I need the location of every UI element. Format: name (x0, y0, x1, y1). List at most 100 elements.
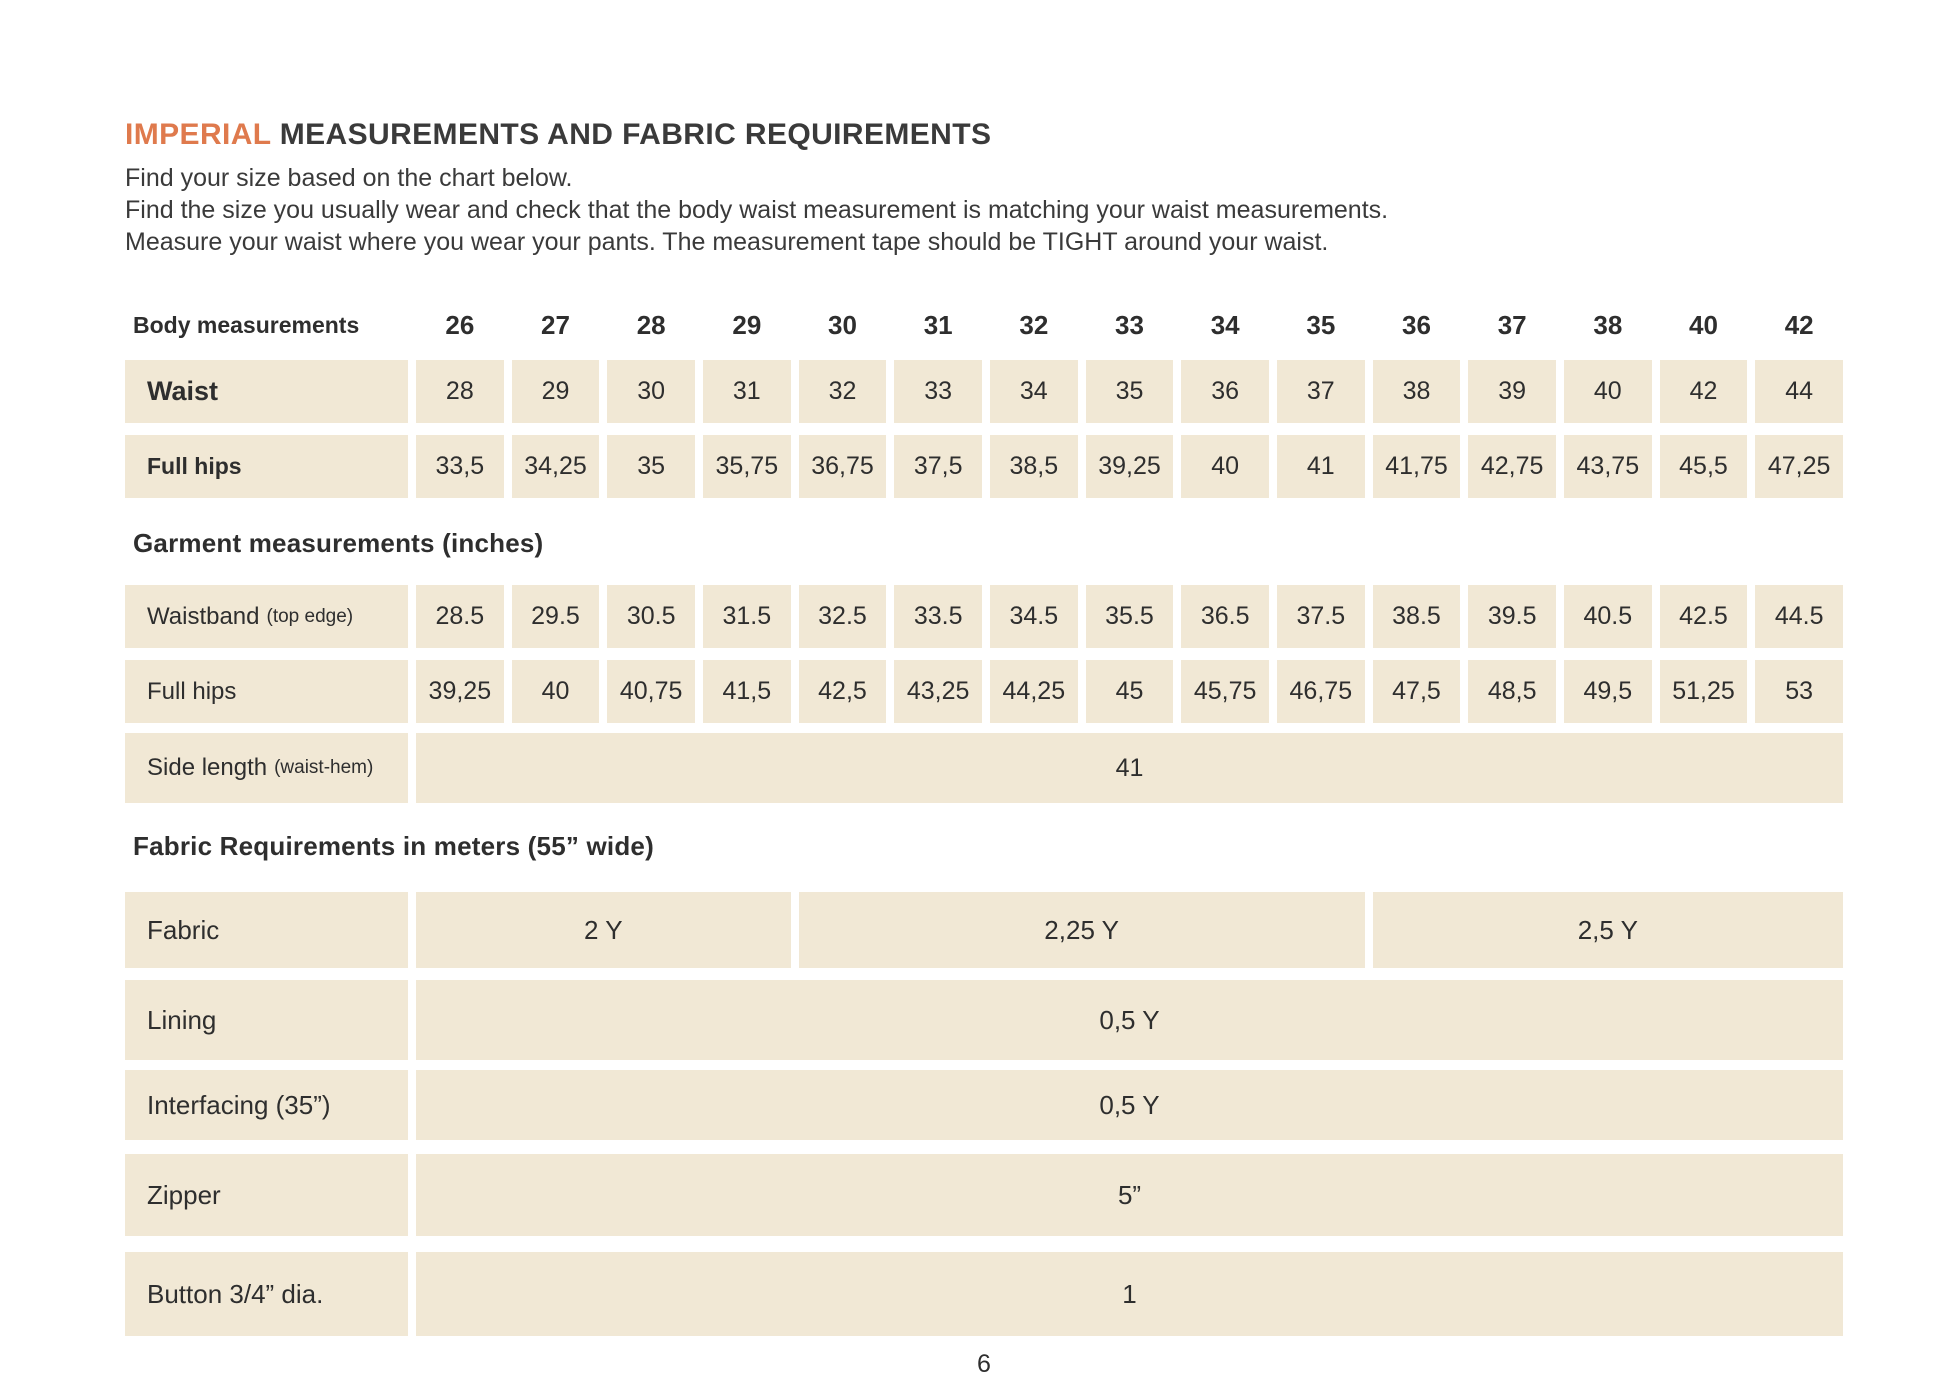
button-row: Button 3/4” dia. 1 (125, 1252, 1843, 1336)
page-title: IMPERIAL MEASUREMENTS AND FABRIC REQUIRE… (125, 118, 1843, 152)
waist-value: 29 (511, 360, 600, 423)
zipper-row: Zipper 5” (125, 1154, 1843, 1236)
body-full-hips-label: Full hips (125, 435, 408, 498)
body-full-hips-value: 36,75 (798, 435, 887, 498)
waist-value: 32 (798, 360, 887, 423)
size-col: 26 (445, 309, 475, 340)
waist-value: 44 (1755, 360, 1843, 423)
waist-value: 37 (1276, 360, 1365, 423)
waistband-value: 29.5 (511, 585, 600, 648)
waistband-value: 28.5 (416, 585, 504, 648)
side-length-label-note: (waist-hem) (274, 757, 374, 778)
fabric-row: Fabric 2 Y 2,25 Y 2,5 Y (125, 892, 1843, 968)
garment-full-hips-value: 41,5 (702, 660, 791, 723)
waistband-value: 36.5 (1181, 585, 1269, 648)
button-value: 1 (416, 1252, 1843, 1336)
waistband-value: 30.5 (607, 585, 695, 648)
interfacing-label: Interfacing (35”) (125, 1070, 408, 1140)
garment-full-hips-value: 48,5 (1468, 660, 1556, 723)
size-col: 37 (1497, 309, 1527, 340)
garment-full-hips-value: 49,5 (1563, 660, 1652, 723)
waist-value: 38 (1372, 360, 1461, 423)
waist-value: 35 (1085, 360, 1174, 423)
waist-row: Waist 28 29 30 31 32 33 34 35 36 37 38 3… (125, 360, 1843, 423)
fabric-section-heading: Fabric Requirements in meters (55” wide) (133, 831, 654, 861)
garment-full-hips-row: Full hips 39,25 40 40,75 41,5 42,5 43,25… (125, 660, 1843, 723)
waistband-value: 31.5 (702, 585, 791, 648)
interfacing-value: 0,5 Y (416, 1070, 1843, 1140)
garment-full-hips-value: 53 (1755, 660, 1843, 723)
fabric-value-segment: 2,5 Y (1372, 892, 1843, 968)
zipper-value: 5” (416, 1154, 1843, 1236)
garment-full-hips-label: Full hips (125, 660, 408, 723)
body-full-hips-value: 35,75 (702, 435, 791, 498)
size-col: 30 (828, 309, 857, 340)
body-full-hips-value: 38,5 (989, 435, 1078, 498)
size-col: 42 (1784, 309, 1814, 340)
body-full-hips-value: 34,25 (511, 435, 600, 498)
waistband-row: Waistband (top edge) 28.5 29.5 30.5 31.5 … (125, 585, 1843, 648)
waist-row-label: Waist (125, 360, 408, 423)
waistband-value: 34.5 (989, 585, 1078, 648)
interfacing-row: Interfacing (35”) 0,5 Y (125, 1070, 1843, 1140)
size-col: 31 (923, 309, 953, 340)
body-full-hips-value: 41,75 (1372, 435, 1461, 498)
waistband-value: 33.5 (894, 585, 982, 648)
fabric-label: Fabric (125, 892, 408, 968)
body-full-hips-value: 42,75 (1468, 435, 1556, 498)
garment-full-hips-value: 46,75 (1276, 660, 1365, 723)
size-col: 38 (1593, 309, 1623, 340)
waist-value: 40 (1563, 360, 1652, 423)
page: IMPERIAL MEASUREMENTS AND FABRIC REQUIRE… (125, 118, 1843, 1378)
size-col: 34 (1210, 309, 1240, 340)
waistband-value: 42.5 (1659, 585, 1748, 648)
body-full-hips-value: 40 (1181, 435, 1269, 498)
side-length-value: 41 (416, 733, 1843, 803)
garment-full-hips-value: 51,25 (1659, 660, 1748, 723)
size-col: 28 (636, 309, 666, 340)
waistband-value: 38.5 (1372, 585, 1461, 648)
garment-full-hips-value: 42,5 (798, 660, 887, 723)
body-full-hips-row: Full hips 33,5 34,25 35 35,75 36,75 37,5… (125, 435, 1843, 498)
lining-row: Lining 0,5 Y (125, 980, 1843, 1060)
waistband-label: Waistband (top edge) (125, 585, 408, 648)
page-title-highlight: IMPERIAL (125, 118, 271, 151)
fabric-value-segment: 2 Y (416, 892, 791, 968)
side-length-row: Side length (waist-hem) 41 (125, 733, 1843, 803)
waist-value: 42 (1659, 360, 1748, 423)
size-col: 33 (1115, 309, 1144, 340)
size-col: 36 (1402, 309, 1431, 340)
body-full-hips-value: 43,75 (1563, 435, 1652, 498)
size-chart: Body measurements 26 27 28 29 30 31 32 3… (125, 306, 1843, 1336)
garment-full-hips-value: 45,75 (1181, 660, 1269, 723)
garment-full-hips-value: 40,75 (607, 660, 695, 723)
intro-line-2: Find the size you usually wear and check… (125, 196, 1389, 224)
zipper-label: Zipper (125, 1154, 408, 1236)
lining-value: 0,5 Y (416, 980, 1843, 1060)
size-col: 27 (541, 309, 570, 340)
garment-full-hips-value: 45 (1085, 660, 1174, 723)
size-col: 35 (1306, 309, 1336, 340)
body-full-hips-value: 35 (607, 435, 695, 498)
size-header-row: Body measurements 26 27 28 29 30 31 32 3… (125, 306, 1843, 344)
size-header-label: Body measurements (133, 311, 360, 338)
waistband-value: 40.5 (1563, 585, 1652, 648)
size-col: 29 (732, 309, 762, 340)
intro-line-1: Find your size based on the chart below. (125, 164, 573, 192)
waistband-value: 39.5 (1468, 585, 1556, 648)
waist-value: 39 (1468, 360, 1556, 423)
waist-value: 34 (989, 360, 1078, 423)
body-full-hips-value: 33,5 (416, 435, 504, 498)
garment-section-heading: Garment measurements (inches) (133, 528, 544, 558)
waist-value: 31 (702, 360, 791, 423)
garment-full-hips-value: 39,25 (416, 660, 504, 723)
button-label: Button 3/4” dia. (125, 1252, 408, 1336)
garment-full-hips-value: 40 (511, 660, 600, 723)
size-col: 40 (1689, 309, 1718, 340)
page-number: 6 (977, 1350, 991, 1378)
body-full-hips-value: 41 (1276, 435, 1365, 498)
body-full-hips-value: 37,5 (894, 435, 982, 498)
lining-label: Lining (125, 980, 408, 1060)
garment-full-hips-value: 43,25 (894, 660, 982, 723)
fabric-value-segment: 2,25 Y (798, 892, 1365, 968)
